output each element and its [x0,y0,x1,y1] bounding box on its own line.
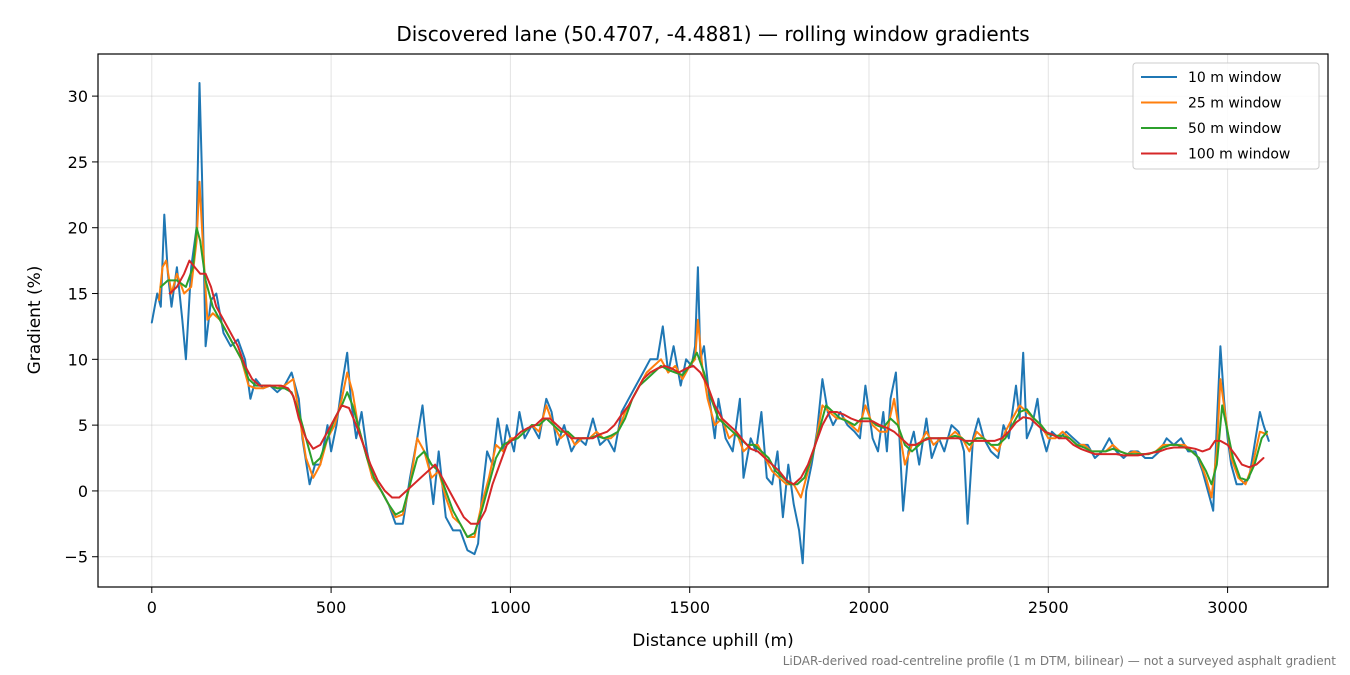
y-axis-ticks: −5 0 5 10 15 20 25 30 [64,87,98,567]
series-lines [150,82,1270,565]
y-tick-label: 20 [68,219,88,238]
legend: 10 m window 25 m window 50 m window 100 m w… [1132,62,1320,170]
x-axis-label: Distance uphill (m) [632,631,793,651]
chart-title: Discovered lane (50.4707, -4.4881) — rol… [396,22,1029,46]
x-tick-label: 1500 [669,598,710,617]
y-tick-label: 15 [68,285,88,304]
x-tick-label: 2000 [849,598,890,617]
y-tick-label: −5 [64,548,88,567]
legend-box [1132,62,1320,170]
series-line-4 [168,259,1265,525]
y-tick-label: 10 [68,350,88,369]
y-tick-label: 5 [78,416,88,435]
y-tick-label: 0 [78,482,88,501]
legend-label: 50 m window [1188,121,1281,137]
x-tick-label: 500 [316,598,347,617]
legend-label: 10 m window [1188,70,1281,86]
y-tick-label: 30 [68,87,88,106]
y-tick-label: 25 [68,153,88,172]
x-tick-label: 2500 [1028,598,1069,617]
series-line-1 [150,82,1270,565]
footnote: LiDAR-derived road-centreline profile (1… [783,654,1337,668]
x-tick-label: 3000 [1207,598,1248,617]
x-tick-label: 1000 [490,598,531,617]
plot-frame [97,53,1329,588]
x-tick-label: 0 [147,598,157,617]
y-axis-label: Gradient (%) [25,266,45,375]
series-line-3 [159,226,1268,538]
legend-label: 100 m window [1188,147,1290,163]
legend-label: 25 m window [1188,96,1281,112]
x-axis-ticks: 0 500 1000 1500 2000 2500 3000 [147,587,1248,617]
